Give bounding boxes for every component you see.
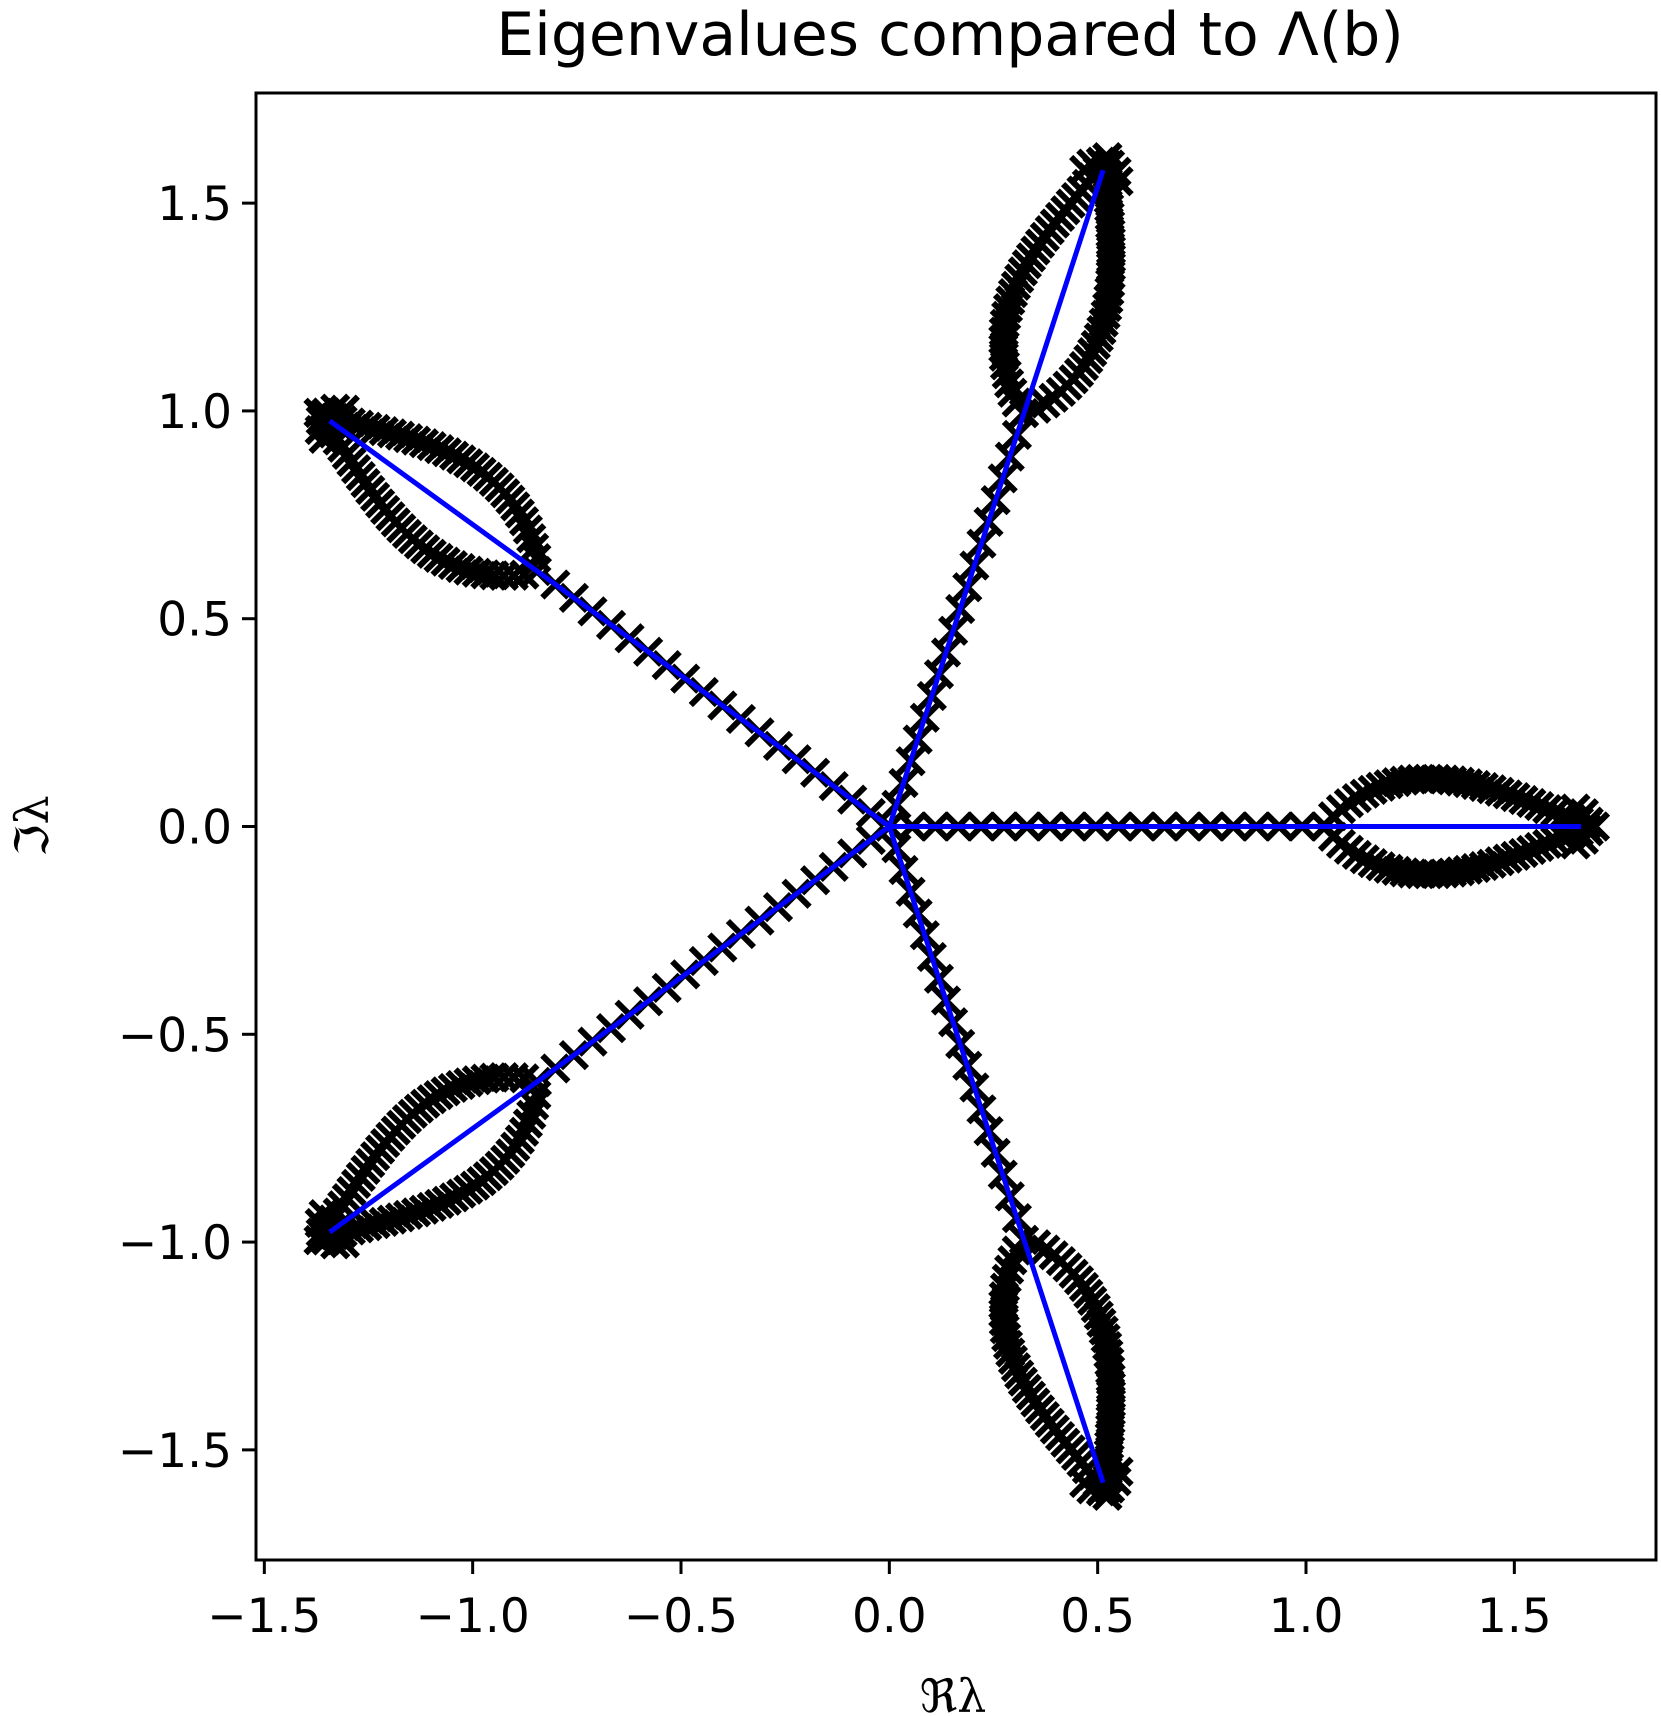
x-axis-label: ℜλ — [920, 1669, 987, 1716]
x-axis-ticks: −1.5 −1.0 −0.5 0.0 0.5 1.0 1.5 — [207, 1560, 1552, 1644]
eigenvalue-marker — [1357, 774, 1388, 806]
eigenvalue-marker — [329, 1228, 360, 1259]
eigenvalue-marker — [304, 414, 335, 446]
y-tick-label: −0.5 — [118, 1008, 232, 1063]
eigenvalue-marker — [516, 523, 547, 554]
eigenvalue-marker — [997, 377, 1028, 408]
eigenvalue-marker — [304, 1207, 335, 1239]
eigenvalue-marker — [997, 1245, 1028, 1276]
eigenvalue-marker — [320, 1229, 351, 1260]
eigenvalue-marker — [519, 1090, 550, 1121]
x-tick-label: 0.0 — [852, 1589, 927, 1644]
eigenvalue-marker — [1069, 154, 1100, 186]
eigenvalue-marker — [308, 423, 339, 454]
y-axis-label: ℑλ — [5, 795, 59, 856]
eigenvalue-marker — [512, 514, 543, 545]
x-tick-label: −1.5 — [207, 1589, 321, 1644]
eigenvalue-marker — [1532, 828, 1563, 859]
plot-area — [254, 91, 1658, 1562]
eigenvalue-marker — [1500, 782, 1531, 813]
eigenvalue-marker — [1103, 1456, 1134, 1487]
eigenvalue-marker — [1508, 837, 1539, 869]
eigenvalue-marker — [1524, 831, 1555, 863]
eigenvalue-marker — [519, 532, 550, 563]
lambda-b-segment — [886, 825, 1106, 1484]
eigenvalue-marker — [1532, 794, 1563, 825]
y-tick-label: 0.0 — [157, 801, 232, 856]
y-tick-label: 1.5 — [157, 177, 232, 232]
lambda-b-lines — [328, 169, 1581, 1484]
chart-title: Eigenvalues compared to Λ(b) — [496, 0, 1404, 70]
y-axis-ticks: 1.5 1.0 0.5 0.0 −0.5 −1.0 −1.5 — [118, 177, 256, 1479]
lambda-b-segment — [328, 418, 891, 829]
x-tick-label: 1.5 — [1477, 1589, 1552, 1644]
eigenvalue-marker — [1085, 146, 1116, 177]
eigenvalue-marker — [516, 1099, 547, 1130]
eigenvalue-marker — [1516, 787, 1547, 819]
x-tick-label: 1.0 — [1269, 1589, 1344, 1644]
y-tick-label: −1.5 — [118, 1424, 232, 1479]
lambda-b-segment — [328, 824, 891, 1235]
x-tick-label: 0.5 — [1060, 1589, 1135, 1644]
eigenvalue-marker — [1508, 784, 1539, 816]
lambda-b-segment — [886, 169, 1106, 828]
x-tick-label: −0.5 — [624, 1589, 738, 1644]
eigenvalue-marker — [1101, 1466, 1132, 1497]
y-tick-label: −1.0 — [118, 1216, 232, 1271]
y-tick-label: 1.0 — [157, 385, 232, 440]
x-tick-label: −1.0 — [416, 1589, 530, 1644]
eigenvalue-marker — [1516, 834, 1547, 866]
eigenvalue-marker — [1357, 847, 1388, 879]
eigenvalue-marker — [1524, 790, 1555, 822]
eigenvalue-marker — [1560, 793, 1591, 824]
eigenvalue-marker — [512, 1108, 543, 1139]
eigenvalue-marker — [1500, 840, 1531, 871]
y-tick-label: 0.5 — [157, 593, 232, 648]
